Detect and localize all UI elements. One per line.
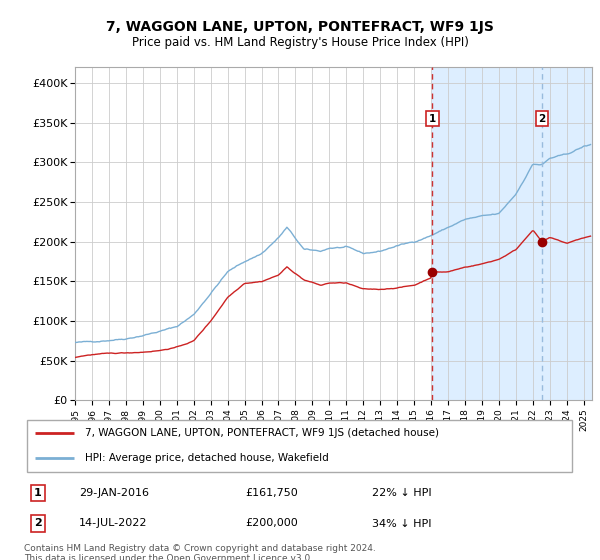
Text: 34% ↓ HPI: 34% ↓ HPI xyxy=(372,519,431,529)
Text: 1: 1 xyxy=(429,114,436,124)
Text: 22% ↓ HPI: 22% ↓ HPI xyxy=(372,488,431,498)
Text: 7, WAGGON LANE, UPTON, PONTEFRACT, WF9 1JS: 7, WAGGON LANE, UPTON, PONTEFRACT, WF9 1… xyxy=(106,20,494,34)
Text: Contains HM Land Registry data © Crown copyright and database right 2024.: Contains HM Land Registry data © Crown c… xyxy=(24,544,376,553)
Bar xyxy=(433,67,592,400)
Text: 1: 1 xyxy=(34,488,41,498)
Text: £200,000: £200,000 xyxy=(245,519,298,529)
Text: £161,750: £161,750 xyxy=(245,488,298,498)
Text: 7, WAGGON LANE, UPTON, PONTEFRACT, WF9 1JS (detached house): 7, WAGGON LANE, UPTON, PONTEFRACT, WF9 1… xyxy=(85,428,439,438)
Text: 29-JAN-2016: 29-JAN-2016 xyxy=(79,488,149,498)
Text: 14-JUL-2022: 14-JUL-2022 xyxy=(79,519,148,529)
FancyBboxPatch shape xyxy=(27,420,572,472)
Text: HPI: Average price, detached house, Wakefield: HPI: Average price, detached house, Wake… xyxy=(85,454,328,463)
Text: 2: 2 xyxy=(538,114,545,124)
Text: Price paid vs. HM Land Registry's House Price Index (HPI): Price paid vs. HM Land Registry's House … xyxy=(131,36,469,49)
Text: 2: 2 xyxy=(34,519,41,529)
Text: This data is licensed under the Open Government Licence v3.0.: This data is licensed under the Open Gov… xyxy=(24,554,313,560)
